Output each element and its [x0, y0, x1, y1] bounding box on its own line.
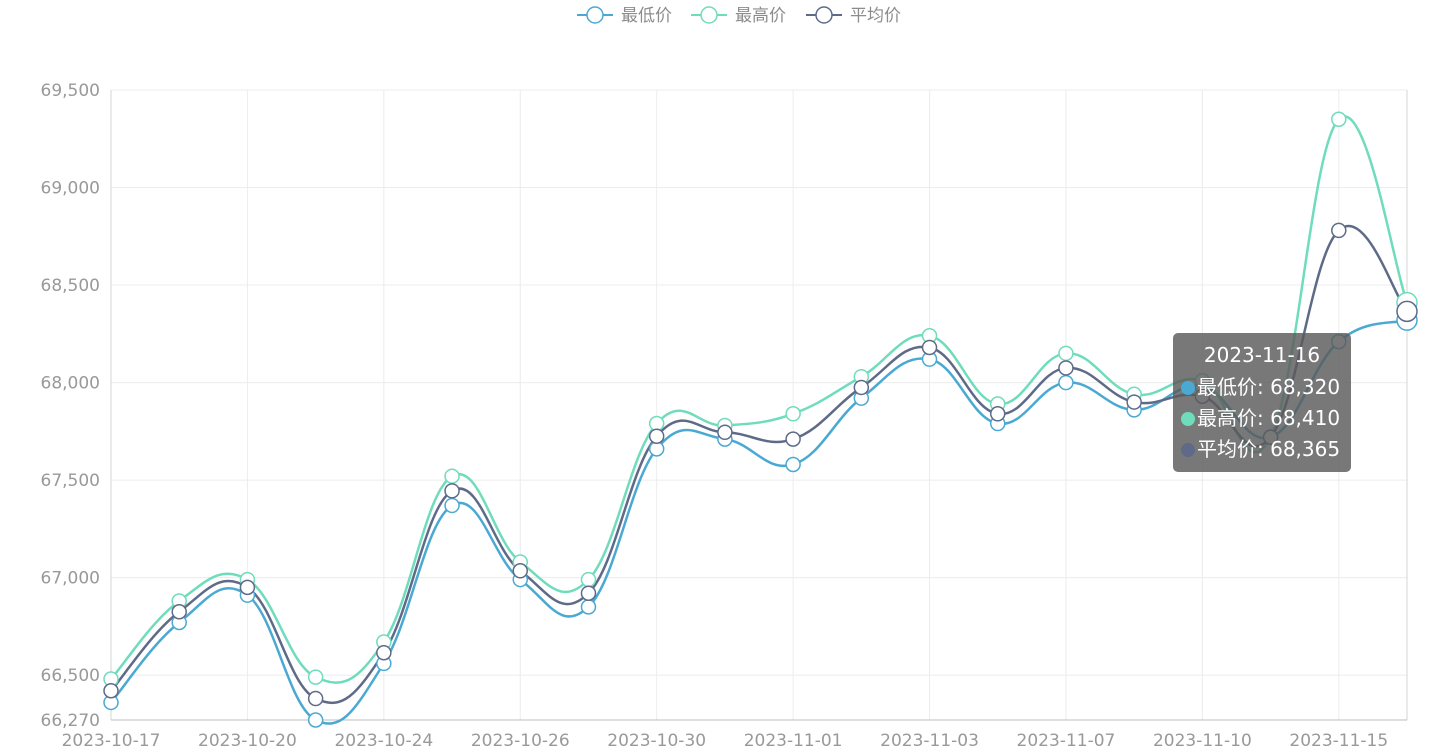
tooltip-row-high: 最高价: 68,410 [1173, 403, 1351, 434]
data-point-avg [239, 579, 256, 596]
tooltip-row-low: 最低价: 68,320 [1173, 372, 1351, 403]
x-tick-label: 2023-10-24 [334, 731, 433, 751]
data-point-avg [648, 428, 665, 444]
x-tick-label: 2023-11-07 [1017, 731, 1116, 751]
y-tick-label: 69,000 [41, 179, 100, 199]
legend-label-high: 最高价 [735, 6, 786, 26]
data-point-avg [1126, 394, 1142, 410]
data-point-avg [444, 483, 460, 499]
x-tick-label: 2023-11-15 [1289, 731, 1388, 751]
y-tick-label: 68,500 [41, 276, 100, 296]
y-tick-label: 69,500 [41, 81, 100, 101]
x-tick-label: 2023-11-10 [1153, 731, 1252, 751]
data-point-high [648, 415, 665, 432]
tooltip-row-avg: 平均价: 68,365 [1173, 434, 1351, 465]
x-tick-label: 2023-10-30 [607, 731, 706, 751]
high-dot-icon [1181, 412, 1195, 426]
x-tick-label: 2023-10-17 [62, 731, 161, 751]
legend[interactable]: 最低价 最高价 平均价 [577, 6, 901, 26]
data-point-low [580, 599, 597, 615]
data-point-high [1331, 111, 1347, 128]
low-dot-icon [1181, 381, 1195, 395]
data-point-high [307, 669, 324, 685]
legend-marker-avg [815, 6, 833, 24]
data-point-avg [717, 424, 733, 441]
data-point-avg [171, 603, 187, 620]
tooltip-title: 2023-11-16 [1203, 343, 1321, 367]
x-tick-label: 2023-11-03 [880, 731, 979, 751]
data-point-avg [1058, 360, 1074, 376]
legend-label-avg: 平均价 [850, 6, 901, 26]
data-point-low [785, 456, 801, 473]
data-point-avg [307, 690, 324, 707]
tooltip-avg-text: 平均价: 68,365 [1197, 437, 1341, 461]
legend-label-low: 最低价 [621, 6, 672, 26]
data-point-high [580, 571, 597, 588]
data-point-low [307, 712, 324, 728]
data-point-high [1058, 345, 1074, 362]
y-tick-label: 67,500 [41, 471, 100, 491]
y-tick-label: 66,270 [41, 711, 100, 731]
data-point-high [444, 468, 460, 484]
legend-marker-high [700, 6, 718, 24]
tooltip: 2023-11-16 最低价: 68,320 最高价: 68,410 平均价: … [1173, 333, 1351, 472]
data-point-avg [1396, 300, 1418, 323]
data-point-avg [1331, 222, 1347, 239]
legend-marker-low [586, 6, 604, 24]
y-tick-label: 66,500 [41, 666, 100, 686]
tooltip-low-text: 最低价: 68,320 [1197, 375, 1341, 399]
data-point-avg [580, 585, 597, 601]
data-point-avg [376, 644, 392, 661]
data-point-avg [921, 339, 938, 356]
x-tick-label: 2023-11-01 [744, 731, 843, 751]
axes: 66,270 66,500 67,000 67,500 68,000 68,500 69,0… [41, 81, 1408, 751]
data-point-avg [512, 563, 529, 579]
data-point-avg [103, 682, 119, 699]
data-point-low [444, 497, 460, 514]
data-point-avg [853, 379, 870, 396]
avg-dot-icon [1181, 443, 1195, 457]
grid-lines [111, 89, 1407, 720]
data-point-avg [785, 431, 801, 447]
data-point-low [1058, 374, 1074, 391]
y-tick-label: 67,000 [41, 569, 100, 589]
y-tick-label: 68,000 [41, 374, 100, 394]
tooltip-high-text: 最高价: 68,410 [1197, 406, 1341, 430]
x-tick-label: 2023-10-26 [471, 731, 570, 751]
x-tick-label: 2023-10-20 [198, 731, 297, 751]
data-point-high [785, 406, 801, 422]
data-point-low [648, 441, 665, 457]
data-point-avg [989, 406, 1006, 422]
